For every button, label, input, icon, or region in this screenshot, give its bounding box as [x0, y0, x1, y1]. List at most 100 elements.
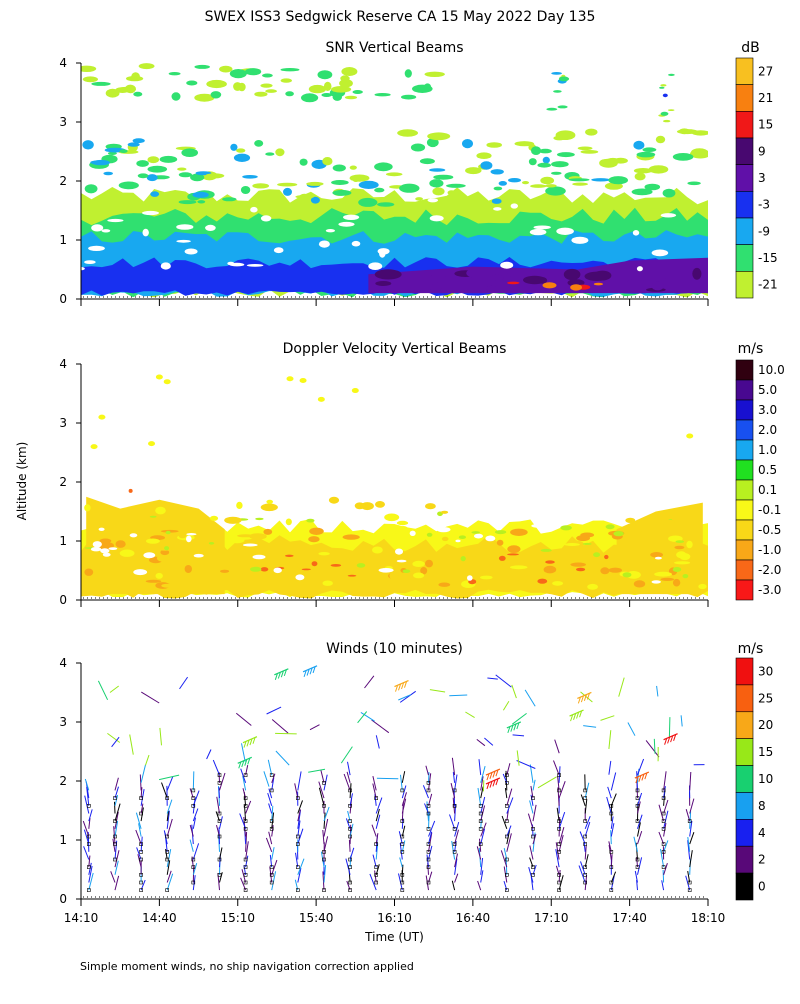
wind-barb — [533, 805, 536, 821]
doppler-hole — [531, 524, 545, 528]
snr-column — [551, 72, 562, 75]
doppler-blob-orange — [442, 537, 449, 541]
snr-scatter — [608, 176, 628, 184]
wind-barb — [323, 830, 324, 844]
snr-scatter-top — [341, 67, 357, 76]
wind-barb — [507, 798, 513, 814]
doppler-colorbar-swatch — [736, 480, 753, 500]
wind-barb — [213, 760, 219, 775]
doppler-blob-orange — [661, 578, 675, 581]
wind-barb — [513, 735, 524, 736]
snr-blob-dark — [669, 282, 689, 288]
snr-column — [660, 84, 666, 86]
snr-column — [559, 77, 569, 82]
snr-colorbar-swatch — [736, 191, 753, 218]
snr-scatter — [179, 172, 192, 177]
snr-hole — [430, 215, 444, 221]
doppler-blob-lime — [541, 549, 552, 552]
doppler-scatter — [84, 504, 90, 511]
doppler-blob-lime — [606, 524, 615, 529]
doppler-y-tick-label: 1 — [59, 534, 67, 548]
snr-scatter — [386, 172, 403, 176]
snr-scatter — [331, 180, 349, 185]
doppler-blob-red — [348, 575, 357, 577]
snr-blob-dark — [585, 272, 610, 281]
wind-barb-strong — [664, 734, 678, 740]
snr-scatter — [530, 184, 546, 188]
doppler-colorbar-swatch — [736, 560, 753, 580]
snr-scatter-top — [206, 80, 227, 88]
doppler-blob-orange — [146, 539, 160, 544]
snr-hole — [274, 247, 284, 253]
doppler-blob-lime — [306, 519, 314, 523]
doppler-blob-lime — [560, 525, 572, 530]
doppler-scatter — [224, 517, 241, 524]
doppler-colorbar-unit: m/s — [738, 341, 764, 357]
doppler-colorbar-label: -0.1 — [758, 503, 781, 517]
snr-column — [661, 112, 669, 116]
snr-scatter — [82, 140, 93, 149]
snr-scatter — [179, 200, 197, 204]
doppler-scatter — [329, 497, 339, 504]
wind-barb — [269, 832, 272, 844]
doppler-blob-lime — [459, 535, 466, 539]
snr-hole — [556, 228, 574, 235]
snr-scatter — [85, 184, 98, 193]
wind-barb-strong — [577, 692, 591, 698]
wind-barb — [611, 830, 612, 844]
doppler-blob-orange — [412, 561, 424, 567]
winds-colorbar-swatch — [736, 846, 753, 873]
wind-barb — [219, 787, 220, 798]
snr-column — [558, 105, 568, 108]
doppler-blob-orange — [378, 530, 396, 535]
doppler-scatter — [375, 501, 385, 508]
doppler-y-tick-label: 2 — [59, 475, 67, 489]
wind-barb-strong — [570, 710, 584, 716]
wind-barb — [236, 713, 251, 725]
snr-colorbar-label: 9 — [758, 144, 766, 158]
wind-barb — [455, 822, 459, 836]
snr-scatter — [529, 158, 537, 165]
snr-hole — [205, 225, 216, 231]
doppler-colorbar-swatch — [736, 360, 753, 380]
doppler-blob-orange — [146, 580, 162, 583]
doppler-blob-red — [499, 556, 506, 561]
doppler-blob-lime — [427, 533, 433, 537]
snr-scatter — [275, 148, 284, 156]
snr-scatter — [591, 178, 610, 181]
snr-scatter — [277, 183, 297, 187]
wind-barb-strong — [486, 778, 500, 784]
wind-barb — [484, 738, 493, 745]
doppler-blob-orange — [308, 536, 319, 542]
doppler-scatter — [182, 520, 199, 523]
snr-colorbar-label: -21 — [758, 278, 778, 292]
doppler-blob-orange — [349, 557, 361, 563]
wind-barb — [530, 846, 533, 860]
doppler-blob-orange — [686, 541, 692, 549]
snr-colorbar-label: 3 — [758, 171, 766, 185]
figure-title: SWEX ISS3 Sedgwick Reserve CA 15 May 202… — [205, 9, 596, 25]
snr-scatter — [691, 148, 708, 156]
snr-scatter-top — [106, 89, 120, 98]
wind-barb — [619, 678, 625, 697]
doppler-upper-echo — [352, 388, 359, 393]
wind-barb — [376, 815, 380, 829]
doppler-title: Doppler Velocity Vertical Beams — [283, 341, 507, 357]
wind-barb-strong — [395, 681, 409, 687]
snr-scatter — [429, 168, 445, 172]
snr-scatter — [234, 154, 250, 162]
snr-hole — [107, 219, 123, 222]
doppler-scatter — [441, 511, 448, 514]
winds-colorbar-label: 2 — [758, 853, 766, 867]
shared-y-label: Altitude (km) — [15, 442, 29, 521]
wind-barb — [84, 846, 89, 859]
wind-barb — [130, 735, 134, 755]
doppler-blob-orange — [552, 581, 563, 586]
snr-scatter — [242, 175, 258, 179]
snr-scatter — [637, 152, 656, 158]
wind-barb-strong — [243, 737, 257, 743]
snr-column — [659, 87, 665, 89]
snr-scatter — [322, 157, 332, 165]
